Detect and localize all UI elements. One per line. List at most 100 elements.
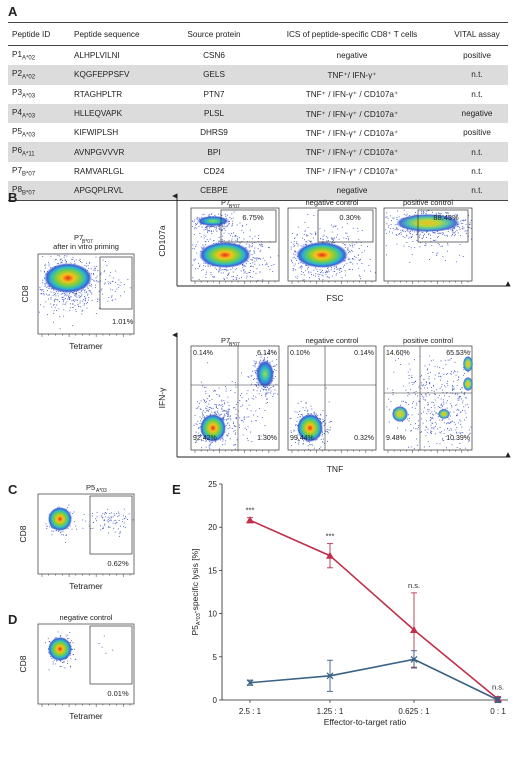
event-dot: [59, 636, 61, 638]
event-dot: [103, 271, 105, 273]
event-dot: [112, 280, 114, 282]
event-dot: [243, 416, 245, 418]
event-dot: [68, 297, 70, 299]
event-dot: [447, 213, 449, 214]
event-dot: [224, 443, 226, 445]
event-dot: [96, 516, 98, 518]
event-dot: [436, 389, 438, 391]
event-dot: [297, 437, 298, 439]
event-dot: [430, 431, 432, 433]
event-dot: [259, 251, 261, 252]
event-dot: [458, 422, 459, 424]
event-dot: [192, 277, 194, 279]
event-dot: [202, 247, 204, 249]
event-dot: [273, 264, 275, 265]
event-dot: [230, 419, 232, 421]
event-dot: [210, 442, 212, 444]
event-dot: [327, 240, 329, 242]
event-dot: [412, 384, 414, 385]
event-dot: [47, 314, 48, 316]
event-dot: [206, 228, 208, 230]
event-dot: [443, 373, 445, 375]
event-dot: [39, 286, 41, 288]
event-dot: [254, 263, 256, 265]
event-dot: [53, 299, 55, 301]
event-dot: [198, 432, 200, 434]
event-dot: [308, 448, 309, 450]
event-dot: [470, 220, 472, 221]
event-dot: [421, 237, 423, 239]
event-dot: [444, 422, 445, 424]
event-dot: [71, 513, 73, 514]
event-dot: [63, 301, 64, 303]
event-dot: [331, 242, 333, 244]
event-dot: [59, 301, 60, 303]
event-dot: [209, 409, 211, 411]
event-dot: [267, 387, 268, 388]
event-dot: [459, 244, 461, 245]
event-dot: [96, 281, 98, 283]
event-dot: [245, 265, 247, 267]
event-dot: [81, 313, 83, 315]
event-dot: [270, 390, 272, 392]
event-dot: [469, 222, 471, 224]
event-dot: [217, 226, 219, 228]
event-dot: [228, 274, 229, 276]
event-dot: [90, 292, 92, 293]
event-dot: [212, 230, 214, 232]
event-dot: [220, 414, 221, 416]
event-dot: [66, 301, 68, 303]
e-series-line-0: [249, 519, 499, 700]
quad-lr: 1.30%: [257, 435, 277, 442]
event-dot: [302, 272, 304, 273]
event-dot: [401, 400, 403, 402]
event-dot: [420, 432, 422, 433]
panel-d-title: negative control: [60, 613, 113, 622]
event-dot: [416, 234, 418, 235]
event-dot: [405, 214, 407, 216]
event-dot: [107, 516, 109, 518]
event-dot: [125, 516, 127, 517]
event-dot: [196, 252, 198, 254]
event-dot: [458, 439, 460, 440]
event-dot: [56, 263, 58, 265]
event-dot: [206, 401, 207, 403]
cell-ics: negative: [336, 51, 368, 61]
event-dot: [104, 512, 106, 514]
event-dot: [296, 234, 298, 236]
event-dot: [275, 376, 276, 377]
event-dot: [80, 290, 82, 292]
event-dot: [452, 388, 454, 390]
event-dot: [123, 284, 125, 285]
event-dot: [264, 260, 266, 261]
event-dot: [124, 291, 125, 293]
event-dot: [434, 393, 435, 395]
event-dot: [243, 238, 245, 240]
event-dot: [456, 354, 458, 355]
quad-ll: 9.48%: [386, 435, 406, 442]
event-dot: [248, 398, 249, 400]
event-dot: [433, 428, 435, 430]
event-dot: [72, 303, 74, 305]
event-dot: [82, 289, 84, 291]
event-dot: [194, 219, 196, 221]
event-dot: [69, 307, 71, 309]
table-row: P8B*07 APGQPLRVL CEBPE negative n.t.: [8, 181, 508, 202]
event-dot: [388, 226, 389, 228]
event-dot: [208, 446, 210, 448]
event-dot: [205, 446, 207, 448]
event-dot: [222, 417, 224, 419]
event-dot: [124, 527, 126, 528]
event-dot: [74, 299, 76, 301]
event-dot: [49, 641, 51, 642]
event-dot: [196, 227, 198, 229]
event-dot: [443, 432, 445, 434]
event-dot: [88, 297, 90, 299]
event-dot: [320, 446, 322, 448]
event-dot: [65, 261, 67, 262]
header-source-protein: Source protein: [170, 22, 258, 46]
event-dot: [91, 300, 93, 301]
event-dot: [427, 387, 429, 389]
event-dot: [266, 262, 268, 264]
event-dot: [196, 218, 198, 220]
